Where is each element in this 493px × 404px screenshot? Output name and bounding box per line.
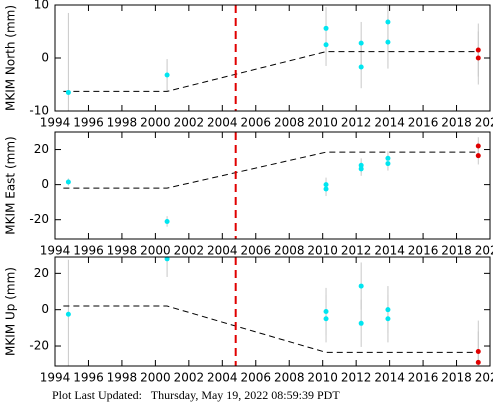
x-tick-label: 2012	[341, 244, 372, 258]
point	[65, 179, 71, 185]
x-tick-label: 2000	[140, 244, 171, 258]
point	[475, 153, 481, 159]
x-tick-label: 2010	[307, 371, 338, 385]
point	[358, 320, 364, 326]
point	[358, 64, 364, 70]
plot-frame	[54, 131, 491, 240]
x-tick-label: 2018	[441, 244, 472, 258]
point	[475, 348, 481, 354]
point	[65, 89, 71, 95]
point	[475, 143, 481, 149]
y-tick-label: -20	[29, 339, 49, 353]
x-tick-label: 2020	[475, 244, 493, 258]
x-tick-label: 1996	[73, 116, 104, 130]
x-tick-label: 1998	[107, 116, 138, 130]
x-tick-label: 2002	[174, 116, 205, 130]
point	[385, 307, 391, 313]
x-tick-label: 2008	[274, 116, 305, 130]
point	[323, 316, 329, 322]
y-tick-label: -20	[29, 212, 49, 226]
x-tick-label: 2004	[207, 371, 238, 385]
point	[475, 359, 481, 365]
y-tick-label: 0	[41, 177, 49, 191]
x-tick-label: 1994	[40, 371, 71, 385]
y-tick-label: 20	[34, 142, 49, 156]
x-tick-label: 2014	[374, 244, 405, 258]
x-tick-label: 2020	[475, 116, 493, 130]
x-tick-label: 2010	[307, 116, 338, 130]
model-line	[63, 305, 479, 353]
x-tick-label: 2002	[174, 244, 205, 258]
y-axis-label: MKIM Up (mm)	[4, 267, 18, 356]
point	[385, 316, 391, 322]
y-axis-label: MKIM North (mm)	[4, 5, 18, 111]
point	[65, 311, 71, 317]
point	[323, 186, 329, 192]
x-tick-label: 2008	[274, 371, 305, 385]
point	[385, 39, 391, 45]
point	[164, 72, 170, 78]
x-tick-label: 2014	[374, 116, 405, 130]
x-tick-label: 2006	[240, 116, 271, 130]
x-tick-label: 1996	[73, 371, 104, 385]
y-tick-label: 20	[34, 266, 49, 280]
x-tick-label: 2006	[240, 244, 271, 258]
x-tick-label: 2018	[441, 371, 472, 385]
point	[164, 256, 170, 262]
point	[323, 309, 329, 314]
plot-frame	[54, 4, 491, 112]
y-tick-label: 0	[41, 51, 49, 65]
point	[385, 161, 391, 167]
model-line	[63, 151, 479, 189]
x-tick-label: 2012	[341, 116, 372, 130]
x-tick-label: 2004	[207, 116, 238, 130]
point	[358, 162, 364, 168]
footer: Plot Last Updated: Thursday, May 19, 202…	[52, 388, 340, 402]
x-tick-label: 2012	[341, 371, 372, 385]
point	[164, 218, 170, 224]
y-tick-label: -10	[29, 104, 49, 118]
plot-frame	[54, 256, 491, 367]
x-tick-label: 2020	[475, 371, 493, 385]
x-tick-label: 2002	[174, 371, 205, 385]
x-tick-label: 1996	[73, 244, 104, 258]
x-tick-label: 2000	[140, 371, 171, 385]
y-axis-label: MKIM East (mm)	[4, 136, 18, 234]
x-tick-label: 2010	[307, 244, 338, 258]
x-tick-label: 1994	[40, 116, 71, 130]
x-tick-label: 1998	[107, 244, 138, 258]
point	[358, 283, 364, 289]
x-tick-label: 2014	[374, 371, 405, 385]
point	[475, 47, 481, 53]
point	[323, 42, 329, 48]
point	[358, 40, 364, 46]
x-tick-label: 2018	[441, 116, 472, 130]
y-tick-label: 10	[34, 0, 49, 12]
y-tick-label: 0	[41, 302, 49, 316]
x-tick-label: 2016	[408, 244, 439, 258]
x-tick-label: 2016	[408, 371, 439, 385]
point	[323, 25, 329, 31]
x-tick-label: 1994	[40, 244, 71, 258]
point	[475, 55, 481, 61]
point	[323, 182, 329, 188]
x-tick-label: 2006	[240, 371, 271, 385]
point	[358, 166, 364, 172]
point	[385, 155, 391, 161]
x-tick-label: 2008	[274, 244, 305, 258]
point	[385, 19, 391, 25]
x-tick-label: 2004	[207, 244, 238, 258]
x-tick-label: 2000	[140, 116, 171, 130]
model-line	[63, 51, 479, 92]
x-tick-label: 1998	[107, 371, 138, 385]
x-tick-label: 2016	[408, 116, 439, 130]
